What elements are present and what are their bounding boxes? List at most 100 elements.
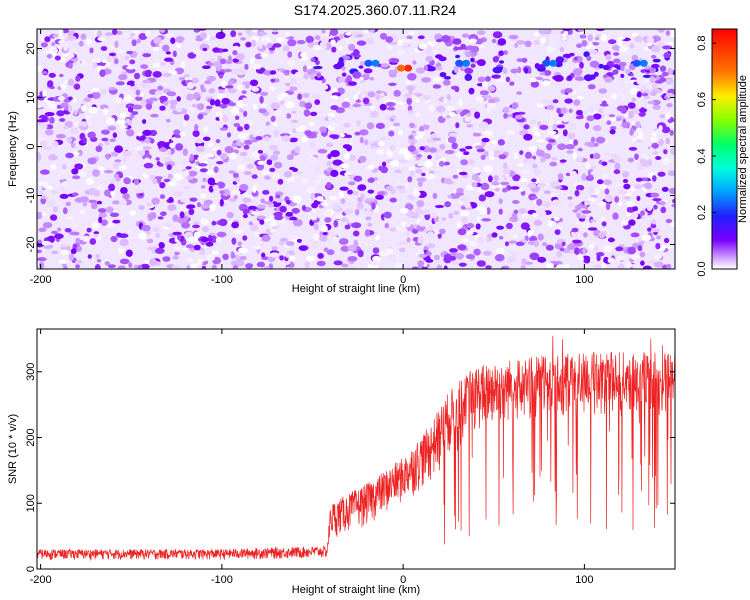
heatmap-cell — [596, 254, 601, 262]
heatmap-cell — [357, 184, 367, 191]
heatmap-cell — [79, 209, 85, 214]
heatmap-cell — [52, 34, 59, 38]
heatmap-cell — [37, 119, 47, 123]
heatmap-cell — [483, 130, 494, 136]
heatmap-cell — [145, 103, 153, 110]
heatmap-cell — [235, 177, 241, 183]
heatmap-cell — [563, 186, 569, 191]
heatmap-cell — [468, 159, 475, 165]
heatmap-cell — [475, 96, 484, 102]
heatmap-cell — [652, 151, 659, 156]
heatmap-cell — [196, 103, 205, 111]
heatmap-cell — [538, 29, 549, 35]
heatmap-cell — [511, 212, 518, 220]
heatmap-cell — [561, 36, 568, 41]
heatmap-cell — [37, 153, 42, 161]
heatmap-cell — [142, 79, 151, 84]
heatmap-cell — [613, 64, 620, 68]
heatmap-cell — [261, 234, 271, 242]
heatmap-cell — [446, 105, 455, 111]
heatmap-cell — [473, 248, 481, 256]
heatmap-cell — [533, 32, 540, 37]
heatmap-cell — [259, 155, 266, 161]
heatmap-cell — [650, 132, 658, 137]
heatmap-cell — [562, 129, 568, 137]
heatmap-cell — [233, 194, 238, 200]
heatmap-cell — [359, 129, 369, 136]
heatmap-cell — [252, 185, 257, 194]
y-tick-label: -10 — [25, 188, 37, 204]
heatmap-cell — [286, 154, 294, 161]
heatmap-cell — [497, 139, 505, 146]
heatmap-cell — [137, 264, 143, 269]
heatmap-cell — [434, 33, 443, 41]
heatmap-cell — [366, 208, 371, 214]
heatmap-cell — [299, 100, 307, 108]
heatmap-cell — [54, 55, 61, 61]
heatmap-cell — [492, 66, 503, 74]
heatmap-cell — [44, 129, 54, 136]
heatmap-cell — [584, 110, 590, 115]
heatmap-cell — [366, 122, 375, 130]
heatmap-cell — [234, 259, 245, 267]
heatmap-cell — [393, 89, 402, 97]
heatmap-cell — [432, 192, 438, 199]
heatmap-cell — [625, 68, 631, 74]
heatmap-cell — [629, 73, 634, 77]
heatmap-cell — [484, 191, 495, 198]
x-tick-label: 0 — [400, 574, 406, 586]
heatmap-cell — [206, 105, 213, 110]
heatmap-cell — [41, 71, 48, 75]
heatmap-cell — [573, 99, 581, 106]
heatmap-cell — [251, 174, 258, 179]
heatmap-cell — [357, 249, 364, 258]
heatmap-peak — [639, 59, 648, 67]
heatmap-cell — [384, 222, 390, 229]
x-tick-label: -200 — [30, 574, 52, 586]
heatmap-cell — [209, 99, 216, 106]
heatmap-cell — [455, 122, 460, 129]
heatmap-cell — [62, 181, 68, 188]
heatmap-cell — [238, 247, 248, 254]
heatmap-cell — [179, 211, 185, 219]
heatmap-cell — [296, 238, 302, 243]
heatmap-cell — [192, 129, 200, 138]
heatmap-cell — [652, 58, 661, 63]
heatmap-cell — [189, 197, 198, 202]
heatmap-cell — [281, 135, 291, 143]
heatmap-cell — [576, 43, 583, 48]
heatmap-cell — [667, 68, 674, 75]
snr-series-line — [37, 335, 675, 562]
heatmap-cell — [241, 90, 247, 94]
heatmap-cell — [537, 233, 544, 241]
heatmap-cell — [601, 172, 608, 180]
heatmap-cell — [47, 103, 58, 110]
heatmap-cell — [545, 244, 554, 251]
heatmap-cell — [225, 85, 234, 89]
heatmap-cell — [406, 237, 411, 243]
heatmap-cell — [585, 162, 591, 170]
heatmap-cell — [233, 45, 239, 50]
heatmap-cell — [173, 129, 181, 135]
heatmap-cell — [200, 237, 210, 243]
spectrogram-y-label: Frequency (Hz) — [7, 111, 19, 187]
heatmap-cell — [614, 162, 621, 170]
heatmap-cell — [190, 263, 198, 269]
heatmap-cell — [246, 163, 254, 169]
heatmap-cell — [190, 216, 199, 222]
heatmap-cell — [123, 95, 133, 102]
heatmap-cell — [329, 102, 338, 106]
heatmap-cell — [192, 224, 200, 229]
heatmap-cell — [203, 199, 213, 205]
heatmap-cell — [182, 247, 188, 251]
heatmap-cell — [105, 32, 114, 36]
heatmap-cell — [426, 66, 436, 72]
heatmap-cell — [576, 255, 584, 261]
heatmap-cell — [257, 266, 263, 269]
heatmap-cell — [522, 212, 528, 217]
heatmap-cell — [556, 250, 562, 258]
heatmap-cell — [163, 222, 173, 228]
heatmap-cell — [510, 186, 520, 190]
heatmap-cell — [518, 208, 527, 214]
heatmap-cell — [449, 248, 458, 253]
